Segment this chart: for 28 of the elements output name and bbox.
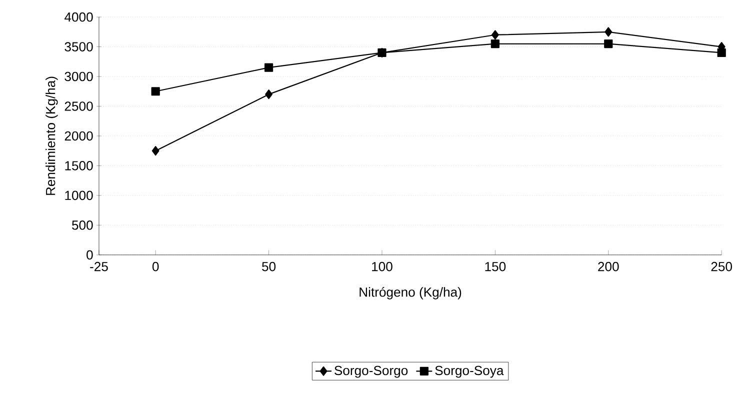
point <box>490 40 500 48</box>
x-tick-label: 50 <box>262 262 276 272</box>
y-tick-label: 2000 <box>64 131 93 141</box>
x-tick-label: 200 <box>598 262 619 272</box>
y-tick-label: 2500 <box>64 102 93 111</box>
point <box>265 90 272 100</box>
x-tick-label: 0 <box>152 262 159 272</box>
y-axis-title: Rendimiento (Kg/ha) <box>46 76 58 195</box>
y-tick-label: 0 <box>86 250 93 260</box>
point <box>151 87 160 96</box>
x-tick-label: 150 <box>485 262 506 272</box>
legend-label: Sorgo-Sorgo <box>334 366 408 378</box>
point <box>264 63 274 72</box>
point <box>604 27 612 37</box>
point <box>152 146 160 156</box>
y-tick-label: 1500 <box>65 161 93 170</box>
y-tick-label: 4000 <box>64 12 93 22</box>
y-tick-label: 500 <box>72 220 93 230</box>
point <box>491 30 499 40</box>
y-tick-label: 1000 <box>65 190 93 200</box>
point <box>604 40 613 48</box>
x-tick-label: 250 <box>711 262 732 272</box>
x-axis-title: Nitrógeno (Kg/ha) <box>360 286 462 300</box>
x-tick-label: -25 <box>90 262 108 272</box>
y-tick-label: 3500 <box>64 42 93 52</box>
x-tick-label: 100 <box>372 262 392 272</box>
y-tick-label: 3000 <box>64 72 93 82</box>
legend-label: Sorgo-Soya <box>435 366 504 378</box>
